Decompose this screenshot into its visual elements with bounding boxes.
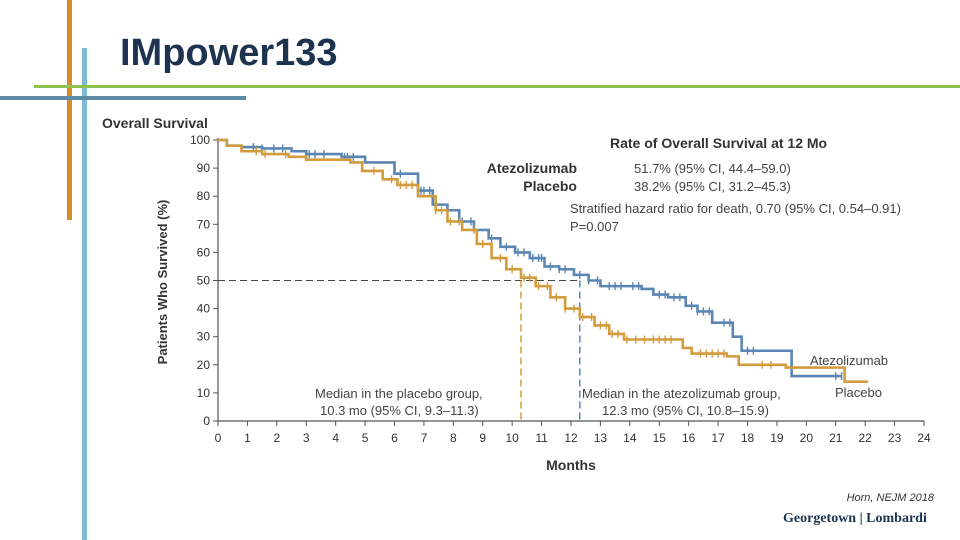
x-tick-label: 0 (215, 431, 222, 445)
x-tick-label: 19 (770, 431, 784, 445)
hazard-ratio-text: Stratified hazard ratio for death, 0.70 … (570, 201, 901, 216)
x-tick-label: 20 (800, 431, 814, 445)
chart-title: Overall Survival (102, 115, 208, 131)
blue-vertical-bar (82, 48, 87, 540)
orange-vertical-bar (67, 0, 72, 220)
x-tick-label: 12 (564, 431, 578, 445)
x-tick-label: 2 (273, 431, 280, 445)
citation: Horn, NEJM 2018 (846, 492, 934, 504)
x-tick-label: 11 (535, 431, 548, 445)
y-tick-label: 70 (197, 217, 211, 231)
y-tick-label: 90 (197, 161, 211, 175)
y-tick-label: 30 (197, 330, 211, 344)
atezolizumab-curve (218, 138, 842, 378)
y-tick-label: 60 (197, 245, 211, 259)
institution-logo: Georgetown | Lombardi (783, 511, 927, 526)
y-tick-label: 40 (197, 302, 211, 316)
atezo-rate-value: 51.7% (95% CI, 44.4–59.0) (634, 161, 791, 176)
x-tick-label: 1 (244, 431, 251, 445)
placebo-end-label: Placebo (835, 385, 882, 400)
x-axis-label: Months (546, 457, 596, 473)
x-tick-label: 6 (391, 431, 398, 445)
x-tick-label: 7 (421, 431, 428, 445)
x-tick-label: 17 (711, 431, 725, 445)
slate-horizontal-line (0, 96, 246, 100)
y-tick-label: 0 (203, 414, 210, 428)
x-tick-label: 4 (332, 431, 339, 445)
y-tick-label: 50 (197, 274, 211, 288)
y-tick-label: 80 (197, 189, 211, 203)
placebo-median-note-2: 10.3 mo (95% CI, 9.3–11.3) (320, 403, 479, 418)
x-tick-label: 21 (829, 431, 843, 445)
inset-title: Rate of Overall Survival at 12 Mo (610, 135, 827, 151)
x-tick-label: 5 (362, 431, 369, 445)
y-axis-label: Patients Who Survived (%) (155, 200, 170, 365)
survival-curves (218, 138, 869, 383)
x-tick-label: 9 (479, 431, 486, 445)
x-tick-label: 10 (505, 431, 519, 445)
x-tick-label: 13 (594, 431, 608, 445)
atezo-median-note-2: 12.3 mo (95% CI, 10.8–15.9) (602, 403, 769, 418)
p-value-text: P=0.007 (570, 219, 619, 234)
placebo-curve (218, 138, 869, 383)
y-tick-label: 20 (197, 358, 211, 372)
axes: 0 1 2 3 4 5 6 7 8 9 10 11 12 13 14 15 16 17 18 19 20 21 22 23 24… (190, 133, 931, 445)
x-tick-label: 15 (653, 431, 667, 445)
placebo-rate-value: 38.2% (95% CI, 31.2–45.3) (634, 179, 791, 194)
x-tick-label: 8 (450, 431, 457, 445)
slide-title: IMpower133 (120, 32, 338, 74)
x-tick-label: 22 (858, 431, 872, 445)
placebo-median-note-1: Median in the placebo group, (315, 386, 483, 401)
x-tick-label: 24 (917, 431, 931, 445)
x-tick-label: 14 (623, 431, 637, 445)
median-guides (218, 279, 581, 421)
placebo-rate-label: Placebo (523, 178, 577, 194)
green-horizontal-line (34, 85, 960, 88)
x-tick-label: 3 (303, 431, 310, 445)
atezo-end-label: Atezolizumab (810, 353, 888, 368)
y-tick-label: 10 (197, 386, 211, 400)
x-tick-label: 18 (741, 431, 755, 445)
atezo-median-note-1: Median in the atezolizumab group, (582, 386, 781, 401)
x-tick-label: 23 (888, 431, 902, 445)
x-tick-label: 16 (682, 431, 696, 445)
atezo-rate-label: Atezolizumab (487, 160, 577, 176)
y-tick-label: 100 (190, 133, 210, 147)
